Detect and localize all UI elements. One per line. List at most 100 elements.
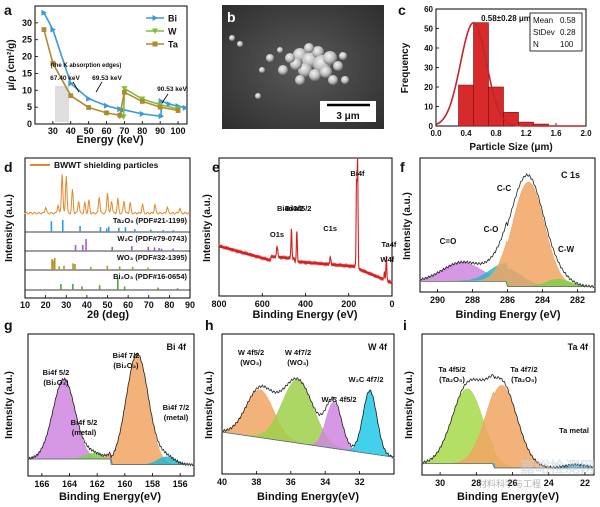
panel-i-title: Ta 4f: [568, 342, 589, 352]
panel-a-xlabel: Energy (keV): [76, 134, 144, 146]
a-marker-Bi: [50, 26, 56, 33]
e-xtick-label: 200: [341, 299, 356, 309]
d-ref-label: Ta₂O₅ (PDF#21-1199): [113, 216, 188, 225]
i-plot-xtick-label: 28: [471, 478, 481, 488]
a-legend-label: Ta: [168, 40, 179, 50]
g-plot-peak-label: (metal): [164, 413, 189, 422]
panel-f-title: C 1s: [561, 170, 580, 180]
sem-particle: [295, 75, 305, 85]
f-plot-peak-label: C=O: [440, 237, 457, 246]
a-ytick-label: 10: [22, 85, 32, 95]
e-peak-label: Bi4f: [350, 169, 365, 178]
stat-n-label: N: [533, 40, 539, 49]
stat-sd-label: StDev: [533, 28, 555, 37]
a-marker-Ta: [157, 104, 163, 110]
sem-particle: [278, 65, 288, 75]
e-peak-label: Ta4f: [382, 240, 397, 249]
panel-i-frame: [421, 333, 595, 476]
a-legend-marker: [152, 28, 158, 34]
panel-c-annotation: 0.58±0.28 μm: [481, 14, 531, 23]
d-xtick-label: 80: [164, 300, 174, 310]
panel-h-ylabel: Intensity (a.u.): [204, 371, 215, 439]
panel-f-xlabel: Binding Energy (eV): [455, 309, 560, 321]
i-plot-peak-label: Ta 4f5/2: [438, 365, 465, 374]
h-plot-xtick-label: 40: [217, 477, 227, 487]
c-xtick-label: 0.0: [430, 129, 442, 138]
h-plot-peak-label: (WO₃): [240, 358, 262, 367]
d-xtick-label: 20: [41, 300, 51, 310]
h-plot-envelope: [221, 377, 395, 459]
panel-a-annotations: (the K absorption edges) 67.40 keV 69.53…: [50, 63, 187, 104]
g-plot-peak-label: Bi4f 5/2: [71, 418, 98, 427]
d-ref-label: W₂C (PDF#79-0743): [117, 234, 187, 243]
h-plot-peak-label: W₂C 4f5/2: [321, 395, 356, 404]
e-xtick-label: 600: [255, 299, 270, 309]
k-edge-note: (the K absorption edges): [51, 63, 122, 69]
scale-bar-label: 3 μm: [336, 111, 359, 122]
a-marker-Ta: [68, 93, 74, 99]
g-plot-xtick-label: 164: [62, 479, 77, 489]
f-plot-xtick-label: 282: [570, 295, 585, 305]
d-xrd-pattern: [24, 173, 191, 215]
a-legend-label: W: [168, 27, 177, 37]
i-plot-xtick-label: 22: [580, 478, 590, 488]
panel-f: f 290 288 286 284 282 C=O C-O C-C C-W C 1s Bindi…: [400, 157, 596, 321]
panel-a-legend: Bi W Ta: [146, 14, 179, 50]
h-plot-xtick-label: 34: [320, 477, 330, 487]
c-ytick-label: 60: [424, 5, 433, 14]
sem-particle: [255, 93, 261, 99]
panel-h-title: W 4f: [368, 342, 388, 352]
panel-f-plot: 290 288 286 284 282 C=O C-O C-C C-W: [419, 173, 596, 305]
i-plot-xtick-label: 26: [508, 478, 518, 488]
sem-particle: [309, 69, 321, 81]
sem-particle: [277, 47, 283, 53]
a-marker-Bi: [139, 110, 146, 117]
panel-a-axes: 30 40 50 60 70 80 90 100 0 5 10 15 20 25 30: [22, 18, 186, 136]
c-bar: [488, 86, 504, 127]
edge-67: 67.40 keV: [50, 75, 80, 82]
d-xtick-label: 90: [185, 300, 195, 310]
a-marker-Ta: [139, 99, 145, 104]
e-xtick-label: 800: [211, 299, 226, 309]
panel-e-label: e: [212, 159, 220, 175]
panel-d: d 10 20 30 40 50 60 70 80 90 Ta₂O₅ (PDF#21-1199) W…: [4, 157, 195, 321]
e-peak-label: O1s: [270, 230, 284, 239]
f-plot-background: [420, 280, 594, 287]
i-plot-peak-label: Ta metal: [559, 426, 589, 435]
a-marker-Bi: [68, 80, 74, 87]
watermark-line2: 材料科学与工程: [478, 478, 541, 489]
a-series-group: [41, 9, 187, 120]
h-plot-xtick-label: 32: [355, 477, 365, 487]
panel-e-frame: [218, 157, 393, 297]
panel-h-frame: [221, 333, 395, 475]
panel-g-xlabel: Binding Energy(eV): [59, 491, 161, 503]
a-legend-label: Bi: [168, 14, 177, 24]
panel-g-frame: [27, 333, 195, 477]
panel-c-xlabel: Particle Size (μm): [469, 142, 552, 153]
edge-69: 69.53 keV: [92, 75, 122, 82]
a-ytick-label: 15: [22, 68, 32, 78]
panel-c-axes: 0.0 0.4 0.8 1.2 1.6 2.0 0 10 20 30 40 50 60: [424, 5, 592, 138]
d-xtick-label: 60: [123, 300, 133, 310]
c-xtick-label: 0.8: [490, 129, 502, 138]
panel-i-ylabel: Intensity (a.u.): [404, 371, 415, 439]
a-marker-Bi: [158, 113, 165, 120]
sem-particle: [312, 46, 324, 58]
a-marker-Ta: [122, 89, 127, 95]
i-plot-xtick-label: 30: [435, 478, 445, 488]
panel-a-label: a: [4, 2, 12, 18]
sem-particle: [320, 66, 332, 78]
g-plot-xtick-label: 156: [173, 479, 188, 489]
d-xtick-label: 30: [61, 300, 71, 310]
c-ytick-label: 0: [429, 122, 434, 131]
g-plot-background: [28, 458, 194, 465]
panel-f-ylabel: Intensity (a.u.): [402, 192, 413, 260]
sem-particle: [339, 52, 347, 60]
a-xtick-label: 100: [171, 126, 186, 136]
panel-c: c 0.0 0.4 0.8 1.2 1.6 2.0 0 10 20 30 40 50 60 0.58±0…: [398, 2, 592, 153]
sem-particle: [304, 43, 314, 53]
c-xtick-label: 1.6: [550, 129, 562, 138]
